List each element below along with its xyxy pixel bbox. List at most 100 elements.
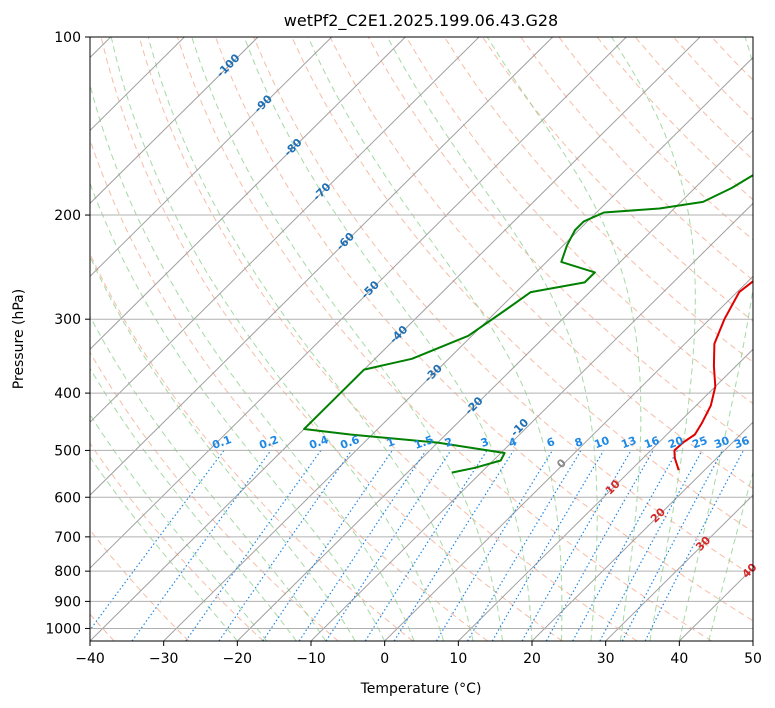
y-tick-label: 900 bbox=[54, 594, 81, 610]
isotherm-line bbox=[90, 37, 185, 132]
mixing-ratio-line bbox=[364, 450, 488, 641]
y-axis-label: Pressure (hPa) bbox=[11, 289, 27, 389]
temperature-line bbox=[673, 280, 753, 471]
moist-adiabat-line bbox=[191, 37, 503, 641]
profile-series bbox=[303, 174, 753, 474]
x-tick-label: 50 bbox=[744, 651, 762, 667]
dry-adiabat-line bbox=[558, 37, 753, 241]
isotherm-label: -100 bbox=[214, 51, 243, 80]
moist-adiabat-line bbox=[90, 315, 327, 641]
y-tick-label: 500 bbox=[54, 443, 81, 459]
mixing-ratio-line bbox=[572, 450, 678, 641]
mixing-ratio-label: 3 bbox=[479, 435, 491, 450]
mixing-ratio-line bbox=[521, 450, 632, 641]
mixing-ratio-label: 25 bbox=[690, 434, 709, 451]
mixing-ratio-line bbox=[599, 450, 703, 641]
mixing-ratio-labels: 0.1 0.2 0.4 0.6 1 1.5 2 3 4 6 8 10 13 16 20 25 30 36 bbox=[210, 433, 751, 452]
dry-adiabat-line bbox=[138, 37, 638, 641]
moist-adiabat-line bbox=[90, 181, 386, 641]
moist-adiabat-line bbox=[307, 37, 563, 641]
mixing-ratio-label: 0.4 bbox=[307, 433, 330, 452]
mixing-ratio-line bbox=[545, 450, 654, 641]
x-axis-label: Temperature (°C) bbox=[360, 681, 482, 697]
x-axis-ticks: −40 −30 −20 −10 0 10 20 30 40 50 bbox=[75, 641, 762, 667]
isotherm-line bbox=[752, 640, 753, 641]
mixing-ratio-line bbox=[435, 450, 554, 641]
y-tick-label: 100 bbox=[54, 30, 81, 46]
moist-adiabat-line bbox=[147, 37, 474, 641]
y-tick-label: 200 bbox=[54, 208, 81, 224]
dry-adiabat-line bbox=[176, 37, 712, 641]
moist-adiabat-line bbox=[708, 470, 753, 641]
chart-title: wetPf2_C2E1.2025.199.06.43.G28 bbox=[284, 11, 558, 31]
dewpoint-line bbox=[303, 174, 753, 474]
dry-adiabat-line bbox=[520, 37, 753, 281]
dry-adiabat-line bbox=[90, 351, 339, 641]
mixing-ratio-label: 4 bbox=[507, 435, 519, 450]
isotherm-line bbox=[90, 37, 406, 350]
isotherm-line bbox=[384, 275, 753, 641]
dry-adiabat-line bbox=[329, 37, 753, 490]
y-tick-label: 400 bbox=[54, 386, 81, 402]
isotherm-line bbox=[90, 37, 333, 278]
mixing-ratio-label: 1 bbox=[385, 435, 397, 450]
isotherm-line bbox=[310, 202, 753, 641]
isotherm-line bbox=[531, 421, 753, 641]
mixing-ratio-line bbox=[90, 450, 225, 631]
mixing-ratio-label: 0.6 bbox=[338, 433, 361, 452]
mixing-ratio-line bbox=[218, 450, 353, 641]
isotherm-line bbox=[90, 37, 701, 641]
y-tick-label: 1000 bbox=[45, 621, 81, 637]
mixing-ratio-line bbox=[131, 450, 272, 641]
moist-adiabat-line bbox=[486, 37, 642, 641]
x-tick-label: −10 bbox=[296, 651, 326, 667]
x-tick-label: 20 bbox=[523, 651, 541, 667]
mixing-ratio-label: 20 bbox=[666, 434, 685, 452]
x-tick-label: −40 bbox=[75, 651, 105, 667]
dry-adiabat-line bbox=[90, 252, 414, 641]
dry-adiabat-line bbox=[253, 37, 753, 577]
dry-adiabat-line bbox=[90, 529, 190, 641]
mixing-ratio-label: 2 bbox=[443, 435, 455, 450]
dry-adiabat-line bbox=[100, 37, 563, 641]
y-tick-label: 600 bbox=[54, 490, 81, 506]
y-tick-label: 700 bbox=[54, 530, 81, 546]
mixing-ratio-line bbox=[466, 450, 582, 641]
x-tick-label: 40 bbox=[670, 651, 688, 667]
dry-adiabat-line bbox=[215, 37, 753, 622]
dry-adiabat-line bbox=[673, 37, 753, 121]
isotherm-line bbox=[90, 37, 259, 205]
moist-adiabat-line bbox=[90, 413, 268, 641]
mixing-ratio-label: 36 bbox=[732, 434, 751, 452]
mixing-ratio-line bbox=[298, 450, 427, 641]
x-tick-label: 10 bbox=[449, 651, 467, 667]
plot-frame bbox=[89, 36, 754, 642]
dry-adiabat-line bbox=[405, 37, 753, 405]
background-lines bbox=[90, 37, 753, 641]
dry-adiabat-line bbox=[711, 37, 753, 81]
mixing-ratio-label: 16 bbox=[642, 434, 661, 452]
isotherm-line bbox=[90, 37, 480, 423]
isotherm-line bbox=[90, 37, 627, 569]
moist-adiabat-line bbox=[386, 37, 598, 641]
mixing-ratio-line bbox=[325, 450, 452, 641]
moist-adiabat-line bbox=[678, 37, 753, 641]
moist-adiabat-line bbox=[90, 456, 238, 641]
mixing-ratio-label: 13 bbox=[619, 434, 638, 451]
moist-adiabat-line bbox=[90, 255, 356, 641]
y-tick-label: 800 bbox=[54, 564, 81, 580]
mixing-ratio-label: 6 bbox=[545, 435, 557, 450]
dry-adiabat-line bbox=[367, 37, 753, 447]
mixing-ratio-label: 10 bbox=[592, 434, 611, 452]
dry-adiabat-line bbox=[90, 442, 264, 641]
x-tick-label: −30 bbox=[149, 651, 179, 667]
mixing-ratio-line bbox=[262, 450, 393, 641]
moist-adiabat-line bbox=[243, 37, 533, 641]
mixing-ratio-label: 30 bbox=[712, 434, 731, 452]
mixing-ratio-line bbox=[393, 450, 515, 641]
isotherm-line bbox=[457, 348, 753, 641]
isotherm-line bbox=[90, 37, 554, 496]
y-tick-label: 300 bbox=[54, 312, 81, 328]
